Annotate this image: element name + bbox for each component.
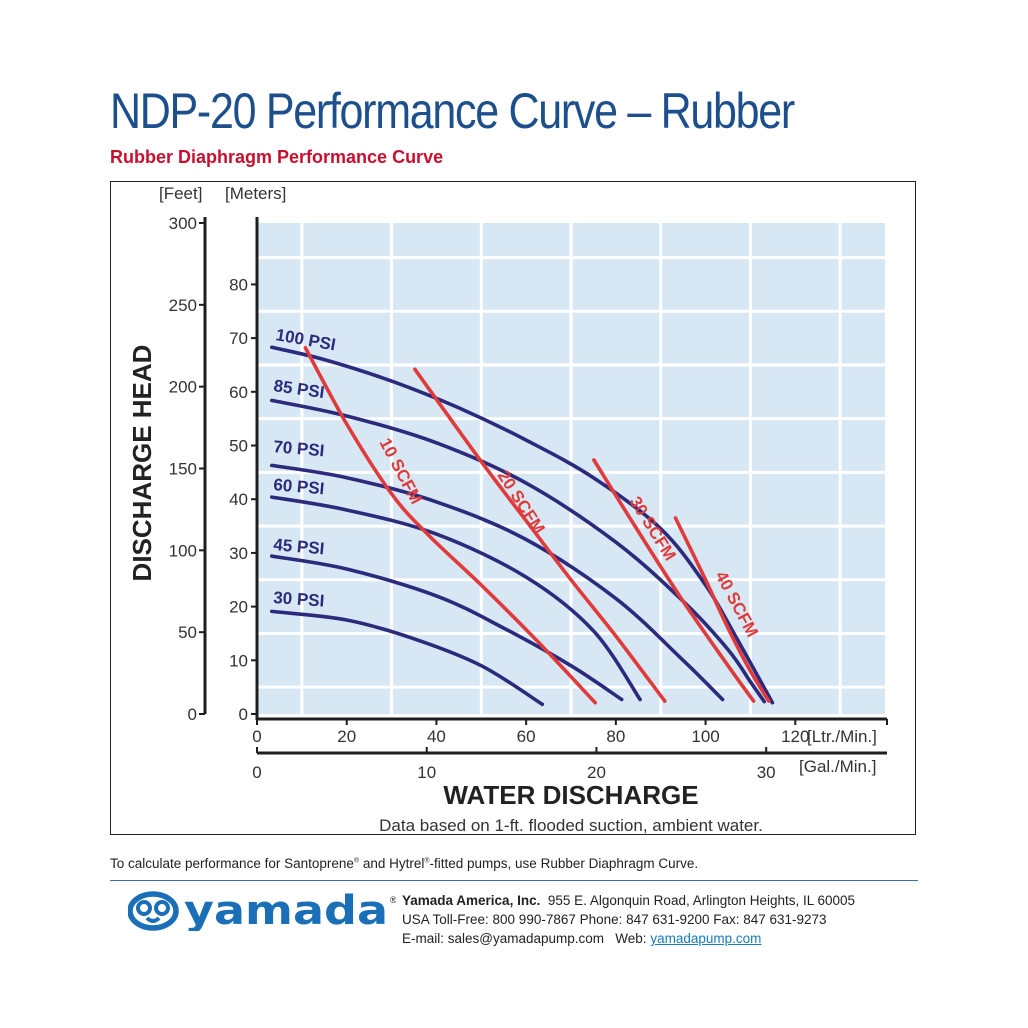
company-name: Yamada America, Inc.	[402, 893, 541, 908]
footer-divider	[110, 880, 918, 881]
note-text-1: To calculate performance for Santoprene	[110, 856, 354, 871]
y-tick-label-feet: 300	[169, 214, 197, 233]
y-tick-label-feet: 100	[169, 541, 197, 560]
x-tick-label-gallons: 30	[757, 763, 776, 782]
label-60-psi: 60 PSI	[273, 475, 326, 498]
x-tick-label-liters: 60	[517, 727, 536, 746]
y-tick-label-meters: 60	[229, 383, 248, 402]
curve-30-scfm	[592, 458, 756, 703]
label-30-psi: 30 PSI	[273, 588, 325, 611]
y-tick-label-feet: 150	[169, 460, 197, 479]
y-axis-title: DISCHARGE HEAD	[127, 345, 157, 582]
company-email: E-mail: sales@yamadapump.com	[402, 931, 605, 946]
y-tick-label-meters: 80	[229, 275, 248, 294]
x-tick-label-liters: 20	[337, 727, 356, 746]
y-unit-feet: [Feet]	[159, 184, 202, 203]
x-tick-label-liters: 40	[427, 727, 446, 746]
registered-mark-2: ®	[424, 857, 430, 865]
y-tick-label-meters: 0	[239, 705, 248, 724]
note-text-3: -fitted pumps, use Rubber Diaphragm Curv…	[429, 856, 699, 871]
x-tick-label-gallons: 10	[417, 763, 436, 782]
company-address: 955 E. Algonquin Road, Arlington Heights…	[547, 893, 856, 908]
y-tick-label-feet: 200	[169, 378, 197, 397]
x-unit-liters: [Ltr./Min.]	[807, 727, 877, 746]
note-text-2: and Hytrel	[359, 856, 425, 871]
y-tick-label-meters: 40	[229, 490, 248, 509]
page-title: NDP-20 Performance Curve – Rubber	[110, 83, 795, 139]
y-tick-label-feet: 50	[178, 623, 197, 642]
x-unit-gallons: [Gal./Min.]	[799, 757, 876, 776]
curve-45-psi	[270, 554, 624, 702]
x-tick-label-liters: 0	[252, 727, 261, 746]
performance-chart: 050100150200250300[Feet]0102030405060708…	[127, 184, 888, 835]
curve-10-scfm	[303, 346, 597, 705]
web-label: Web:	[615, 931, 647, 946]
curve-85-psi	[270, 398, 767, 704]
trademark-symbol: ®	[390, 895, 396, 905]
curve-40-scfm	[673, 516, 771, 703]
y-tick-label-meters: 10	[229, 651, 248, 670]
y-tick-label-feet: 0	[188, 705, 197, 724]
logo-wordmark: yamada	[184, 891, 388, 931]
label-70-psi: 70 PSI	[273, 437, 326, 460]
registered-mark-1: ®	[353, 857, 360, 865]
x-tick-label-gallons: 20	[587, 763, 606, 782]
y-tick-label-meters: 20	[229, 598, 248, 617]
curve-20-scfm	[413, 367, 667, 703]
company-phones: USA Toll-Free: 800 990-7867 Phone: 847 6…	[402, 912, 827, 927]
y-tick-label-meters: 70	[229, 329, 248, 348]
curve-30-psi	[270, 609, 545, 707]
y-tick-label-meters: 50	[229, 437, 248, 456]
company-info: Yamada America, Inc. 955 E. Algonquin Ro…	[402, 891, 855, 948]
page-subtitle: Rubber Diaphragm Performance Curve	[110, 147, 444, 167]
yamada-logo: yamada ®	[128, 891, 396, 931]
y-tick-label-feet: 250	[169, 296, 197, 315]
website-link[interactable]: yamadapump.com	[650, 931, 762, 946]
label-45-psi: 45 PSI	[273, 535, 326, 558]
x-tick-label-liters: 100	[691, 727, 719, 746]
y-tick-label-meters: 30	[229, 544, 248, 563]
footnote: To calculate performance for Santoprene®…	[110, 856, 698, 871]
x-axis-title: WATER DISCHARGE	[443, 780, 698, 810]
x-tick-label-liters: 80	[606, 727, 625, 746]
x-tick-label-gallons: 0	[252, 763, 261, 782]
yamada-emblem-icon	[128, 891, 179, 931]
x-tick-label-liters: 120	[781, 727, 809, 746]
curve-60-psi	[270, 495, 642, 702]
y-unit-meters: [Meters]	[225, 184, 286, 203]
chart-frame: 0 50 100 150 200 250 300 [Feet] 0 10 20 30 40 50 60 70 8…	[110, 181, 916, 835]
curve-70-psi	[270, 463, 725, 702]
chart-caption: Data based on 1-ft. flooded suction, amb…	[379, 816, 763, 835]
